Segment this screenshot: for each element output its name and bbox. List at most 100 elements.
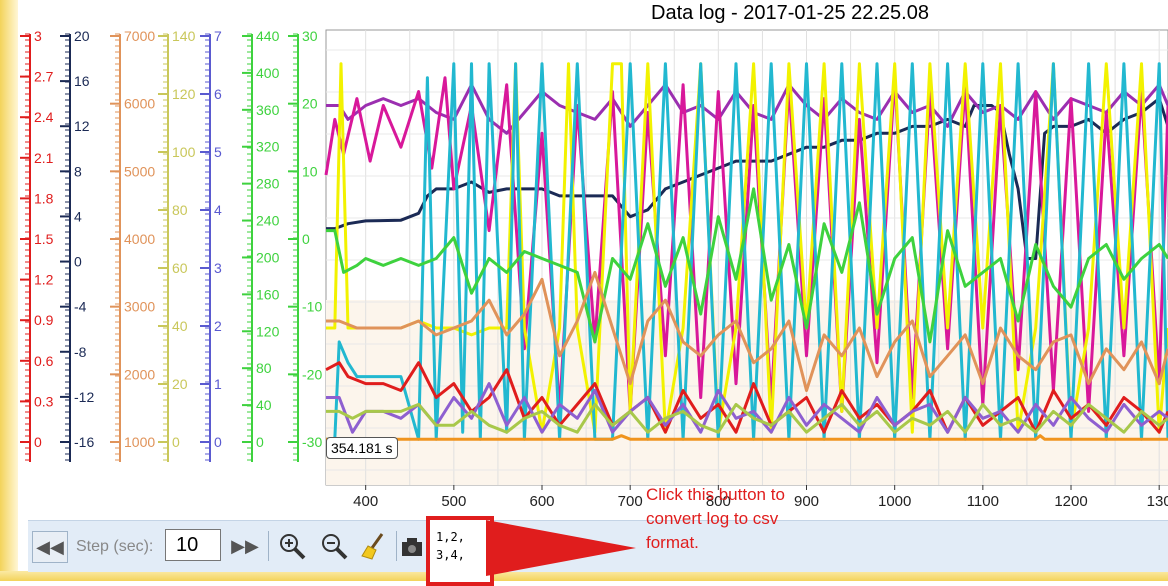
x-tick-label: 1100 — [967, 493, 999, 510]
y-tick-label: 0 — [172, 434, 180, 450]
series-line-6 — [326, 270, 1168, 392]
y-tick-label: 80 — [256, 360, 272, 376]
y-tick-label: 10 — [302, 163, 318, 179]
y-tick-label: 3000 — [124, 299, 155, 315]
y-tick-label: -4 — [74, 299, 87, 315]
fast-forward-icon: ▶▶ — [231, 535, 259, 556]
series-line-0 — [326, 97, 1168, 260]
y-tick-label: 6 — [214, 86, 222, 102]
y-tick-label: 2.7 — [34, 69, 54, 85]
y-tick-label: 240 — [256, 213, 280, 229]
fast-forward-button[interactable]: ▶▶ — [230, 531, 260, 561]
x-tick-label: 600 — [529, 493, 554, 510]
y-tick-label: 2 — [214, 318, 222, 334]
convert-to-csv-button[interactable]: 1,2, 3,4, — [426, 516, 494, 586]
x-tick-label: 700 — [618, 493, 643, 510]
y-tick-label: 2.4 — [34, 109, 54, 125]
y-tick-label: 120 — [172, 86, 196, 102]
y-tick-label: 1.2 — [34, 272, 54, 288]
series-line-7 — [325, 361, 1168, 434]
y-tick-label: 7 — [214, 28, 222, 44]
x-tick-label: 1200 — [1054, 493, 1087, 510]
zoom-in-button[interactable] — [276, 531, 308, 561]
y-tick-label: 6000 — [124, 96, 155, 112]
y-tick-label: 160 — [256, 286, 280, 302]
window-frame-left — [0, 0, 18, 581]
y-tick-label: 40 — [256, 397, 272, 413]
y-tick-label: -8 — [74, 344, 87, 360]
rewind-button[interactable]: ◀◀ — [32, 531, 68, 563]
step-input[interactable] — [165, 529, 221, 561]
y-tick-label: -12 — [74, 389, 94, 405]
step-label: Step (sec): — [76, 538, 154, 555]
y-tick-label: 3 — [214, 260, 222, 276]
y-tick-label: 0 — [256, 434, 264, 450]
zoom-out-icon — [322, 534, 348, 560]
y-tick-label: 4 — [214, 202, 222, 218]
y-tick-label: 1 — [214, 376, 222, 392]
series-line-1 — [326, 83, 1168, 135]
y-tick-label: 7000 — [124, 28, 155, 44]
y-tick-label: 20 — [172, 376, 188, 392]
y-tick-label: 5000 — [124, 163, 155, 179]
y-tick-label: 20 — [302, 96, 318, 112]
y-tick-label: 0 — [302, 231, 310, 247]
y-axis-0: 3 2.7 2.4 2.1 1.8 1.5 1.2 0.9 0.6 0.3 0 — [20, 28, 54, 462]
y-tick-label: 5 — [214, 144, 222, 160]
cursor-time-readout: 354.181 s — [326, 437, 398, 459]
screenshot-button[interactable] — [400, 531, 424, 561]
y-tick-label: 0 — [34, 434, 42, 450]
y-tick-label: 0 — [74, 254, 82, 270]
x-tick-label: 1000 — [878, 493, 911, 510]
toolbar: ◀◀ Step (sec): ▶▶ 1,2, 3,4 — [28, 516, 1168, 586]
x-tick-label: 400 — [353, 493, 378, 510]
y-axes-group: 32.72.42.11.81.51.20.90.60.30201612840-4… — [20, 28, 322, 462]
y-tick-label: 200 — [256, 249, 280, 265]
y-tick-label: 0.3 — [34, 393, 54, 409]
zoom-in-icon — [280, 534, 306, 560]
series-line-9 — [326, 402, 1168, 434]
y-axis-6: 30 20 10 0 -10 -20 -30 — [288, 28, 322, 462]
y-tick-label: 60 — [172, 260, 188, 276]
y-tick-label: 1.8 — [34, 190, 54, 206]
y-tick-label: 12 — [74, 118, 90, 134]
y-tick-label: 140 — [172, 28, 196, 44]
y-tick-label: 280 — [256, 176, 280, 192]
y-axis-4: 7 6 5 4 3 2 1 0 — [200, 28, 222, 462]
y-tick-label: 0 — [214, 434, 222, 450]
camera-icon — [402, 538, 422, 556]
zoom-out-button[interactable] — [318, 531, 350, 561]
y-tick-label: 16 — [74, 73, 90, 89]
y-tick-label: 440 — [256, 28, 280, 44]
x-tick-label: 900 — [794, 493, 819, 510]
y-tick-label: 120 — [256, 323, 280, 339]
y-tick-label: -16 — [74, 434, 94, 450]
y-tick-label: 1.5 — [34, 231, 54, 247]
y-tick-label: 8 — [74, 163, 82, 179]
series-line-10 — [326, 434, 1168, 441]
y-tick-label: 40 — [172, 318, 188, 334]
y-tick-label: 80 — [172, 202, 188, 218]
y-tick-label: 3 — [34, 28, 42, 44]
y-tick-label: -30 — [302, 434, 322, 450]
rewind-icon: ◀◀ — [36, 536, 64, 557]
x-tick-label: 130 — [1147, 493, 1168, 510]
y-axis-3: 140 120 100 80 60 40 20 0 — [158, 28, 196, 462]
y-tick-label: 0.9 — [34, 312, 54, 328]
y-tick-label: -20 — [302, 366, 322, 382]
window-frame-bottom — [0, 571, 1168, 581]
y-tick-label: 20 — [74, 28, 90, 44]
y-tick-label: 2000 — [124, 366, 155, 382]
plot-area[interactable]: 400 500 600 700 800 900 1000 1100 1200 130 — [0, 0, 1168, 520]
chart-title: Data log - 2017-01-25 22.25.08 — [651, 2, 929, 24]
y-tick-label: 360 — [256, 102, 280, 118]
y-axis-2: 7000 6000 5000 4000 3000 2000 1000 — [110, 28, 155, 462]
y-axis-1: 20 16 12 8 4 0 -4 -8 -12 -16 — [60, 28, 94, 462]
toolbar-separator — [396, 531, 397, 561]
y-tick-label: 30 — [302, 28, 318, 44]
clear-button[interactable] — [358, 531, 390, 561]
y-tick-label: -10 — [302, 299, 322, 315]
y-tick-label: 4 — [74, 208, 82, 224]
y-tick-label: 1000 — [124, 434, 155, 450]
